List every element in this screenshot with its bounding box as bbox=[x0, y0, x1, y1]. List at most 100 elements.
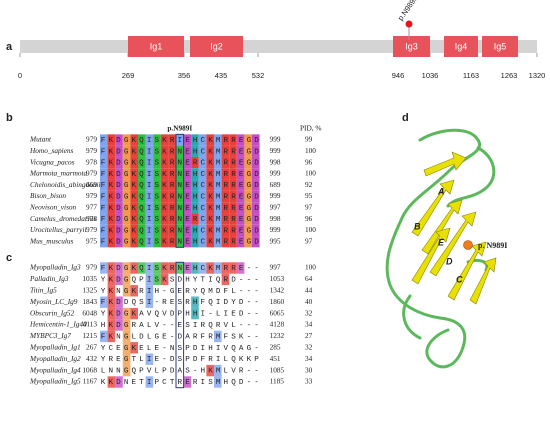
start-pos: 979 bbox=[86, 263, 97, 272]
residue-bg bbox=[214, 330, 222, 343]
residue-bg bbox=[107, 156, 116, 169]
residue-bg bbox=[176, 202, 184, 214]
residue-bg bbox=[183, 168, 192, 180]
residue-bg bbox=[244, 236, 252, 248]
residue-bg bbox=[206, 156, 214, 169]
residue-bg bbox=[168, 168, 176, 180]
residue-bg bbox=[100, 202, 108, 214]
residue-bg bbox=[145, 213, 154, 225]
tick-label: 532 bbox=[252, 71, 265, 80]
residue-bg bbox=[130, 134, 138, 146]
residue-bg bbox=[168, 236, 176, 248]
sequence: YCEGKELE-NSPDIHIVQAG- bbox=[101, 345, 259, 353]
tick-label: 1263 bbox=[501, 71, 518, 80]
pid: 32 bbox=[305, 308, 313, 317]
domain bbox=[393, 36, 430, 57]
residue-bg bbox=[252, 224, 260, 237]
residue-bg bbox=[145, 134, 154, 146]
residue-bg bbox=[145, 145, 154, 157]
species-name: Myopalladin_Ig4 bbox=[29, 365, 81, 374]
residue-bg bbox=[153, 179, 161, 191]
residue-bg bbox=[130, 145, 138, 157]
residue-bg bbox=[206, 145, 214, 157]
residue-bg bbox=[221, 145, 230, 157]
residue-bg bbox=[115, 179, 123, 191]
residue-bg bbox=[183, 224, 192, 237]
residue-bg bbox=[198, 168, 207, 180]
species-name: Myopalladin_Ig5 bbox=[29, 377, 81, 386]
start-pos: 432 bbox=[86, 354, 97, 363]
residue-bg bbox=[206, 236, 214, 248]
pid: 100 bbox=[305, 169, 316, 178]
residue-bg bbox=[138, 179, 146, 191]
start-pos: 1325 bbox=[82, 285, 97, 294]
end-pos: 451 bbox=[270, 354, 281, 363]
residue-bg bbox=[122, 179, 131, 191]
residue-bg bbox=[236, 134, 245, 146]
residue-bg bbox=[244, 202, 252, 214]
residue-bg bbox=[191, 156, 199, 169]
start-pos: 978 bbox=[86, 214, 97, 223]
residue-bg bbox=[115, 262, 123, 274]
residue-bg bbox=[221, 156, 230, 169]
residue-bg bbox=[122, 156, 131, 169]
residue-bg bbox=[107, 213, 116, 225]
residue-bg bbox=[176, 179, 184, 191]
residue-bg bbox=[168, 179, 176, 191]
pid: 40 bbox=[305, 297, 313, 306]
sequence: HKDGRALV--ESIRQRVL--- bbox=[101, 322, 259, 330]
residue-bg bbox=[145, 353, 154, 365]
residue-bg bbox=[168, 224, 176, 237]
residue-bg bbox=[244, 145, 252, 157]
residue-bg bbox=[130, 236, 138, 248]
sequence: FKDGKQISKRNEHCKMRREGD bbox=[101, 227, 259, 235]
residue-bg bbox=[100, 156, 108, 169]
residue-bg bbox=[214, 376, 222, 388]
sequence: YKNGKRIH-GERYQMDFL--- bbox=[101, 288, 259, 296]
strand-label: B bbox=[414, 221, 421, 231]
residue-bg bbox=[107, 319, 116, 331]
residue-bg bbox=[100, 168, 108, 180]
residue-bg bbox=[160, 262, 169, 274]
strand-label: C bbox=[456, 274, 463, 284]
residue-bg bbox=[168, 213, 176, 225]
residue-bg bbox=[160, 190, 169, 203]
end-pos: 999 bbox=[270, 135, 281, 144]
residue-bg bbox=[198, 224, 207, 237]
residue-bg bbox=[130, 224, 138, 237]
residue-bg bbox=[153, 156, 161, 169]
sequence: YREGTLIE-DSPDFRILQKKP bbox=[101, 356, 259, 364]
sequence: FKDGKQISKRNEHCKMRREGD bbox=[101, 194, 259, 202]
residue-bg bbox=[198, 262, 207, 274]
residue-bg bbox=[176, 236, 184, 248]
sequence: FKDGKQISKRNEHCKMRREGD bbox=[101, 171, 259, 179]
residue-bg bbox=[107, 296, 116, 308]
pid: 95 bbox=[305, 191, 313, 200]
residue-bg bbox=[191, 134, 199, 146]
residue-bg bbox=[115, 273, 123, 286]
residue-bg bbox=[229, 236, 237, 248]
residue-bg bbox=[107, 285, 116, 297]
residue-bg bbox=[160, 179, 169, 191]
sequence: FKDGKQISKRNEHCKMRREGD bbox=[101, 205, 259, 213]
residue-bg bbox=[183, 145, 192, 157]
domain-label: Ig2 bbox=[210, 41, 223, 51]
residue-bg bbox=[153, 145, 161, 157]
sequence: YKDGQPISKSDHYTIQRD--- bbox=[101, 276, 259, 284]
residue-bg bbox=[160, 145, 169, 157]
residue-bg bbox=[183, 376, 192, 388]
residue-bg bbox=[168, 202, 176, 214]
mutation-column bbox=[175, 261, 185, 389]
species-name: Homo_sapiens bbox=[29, 146, 74, 155]
residue-bg bbox=[145, 262, 154, 274]
residue-bg bbox=[122, 262, 131, 274]
residue-bg bbox=[160, 168, 169, 180]
residue-bg bbox=[153, 190, 161, 203]
residue-bg bbox=[236, 145, 245, 157]
residue-bg bbox=[214, 156, 222, 169]
residue-bg bbox=[191, 145, 199, 157]
residue-bg bbox=[214, 224, 222, 237]
residue-bg bbox=[153, 168, 161, 180]
residue-bg bbox=[130, 179, 138, 191]
pid: 97 bbox=[305, 202, 313, 211]
